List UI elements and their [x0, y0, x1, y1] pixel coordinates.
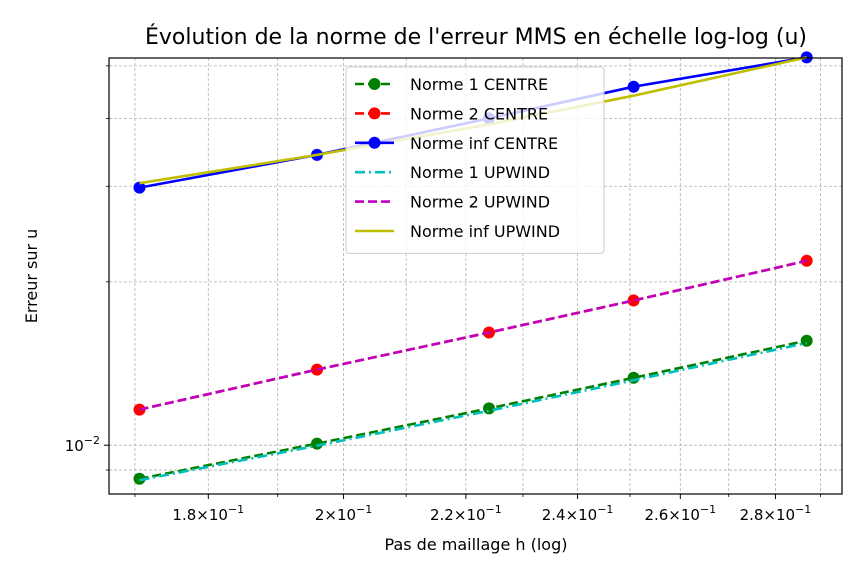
legend: Norme 1 CENTRE Norme 2 CENTRE Norme inf CE… — [345, 66, 605, 254]
x-tick-label: 2.4×10−1 — [542, 503, 614, 524]
series-line — [139, 259, 807, 411]
legend-entry: Norme 2 UPWIND — [355, 193, 550, 212]
x-tick-label: 2.8×10−1 — [740, 503, 812, 524]
series-norme-2-upwind — [139, 259, 807, 411]
series-norme-1-centre — [133, 334, 813, 485]
y-axis-label: Erreur sur u — [22, 229, 41, 324]
x-tick-label: 2×10−1 — [315, 503, 372, 524]
legend-entry: Norme 1 CENTRE — [355, 75, 548, 94]
data-point — [311, 437, 323, 450]
legend-label: Norme 1 CENTRE — [410, 75, 548, 94]
x-tick-label: 2.2×10−1 — [430, 503, 502, 524]
data-point — [627, 294, 640, 307]
data-point — [311, 363, 323, 376]
legend-label: Norme 1 UPWIND — [410, 163, 550, 182]
legend-label: Norme inf UPWIND — [410, 222, 560, 241]
x-tick-label: 2.6×10−1 — [644, 503, 716, 524]
series-norme-1-upwind — [139, 341, 807, 482]
legend-label: Norme 2 CENTRE — [410, 104, 548, 123]
x-axis-label: Pas de maillage h (log) — [385, 535, 568, 554]
legend-label: Norme inf CENTRE — [410, 134, 558, 153]
legend-entry: Norme inf UPWIND — [355, 222, 560, 241]
tick-layer: 1.8×10−1 2×10−1 2.2×10−1 2.4×10−1 2.6×10−1 2.… — [65, 65, 821, 524]
data-point — [800, 334, 813, 347]
legend-marker — [368, 136, 381, 149]
legend-entry: Norme inf CENTRE — [355, 134, 558, 153]
legend-entry: Norme 1 UPWIND — [355, 163, 550, 182]
plot-frame — [108, 57, 843, 495]
y-tick-label: 10−2 — [65, 434, 100, 455]
legend-label: Norme 2 UPWIND — [410, 193, 550, 212]
legend-marker — [368, 78, 381, 90]
data-point — [627, 371, 640, 384]
data-point — [627, 80, 640, 93]
chart-title: Évolution de la norme de l'erreur MMS en… — [145, 24, 807, 50]
legend-marker — [368, 107, 381, 120]
data-point — [133, 472, 146, 485]
legend-entry: Norme 2 CENTRE — [355, 104, 548, 123]
data-point — [133, 181, 146, 194]
series-line — [139, 341, 807, 482]
x-tick-label: 1.8×10−1 — [172, 503, 244, 524]
series-line — [139, 339, 807, 481]
legend-box — [345, 66, 605, 254]
data-point — [483, 402, 495, 415]
